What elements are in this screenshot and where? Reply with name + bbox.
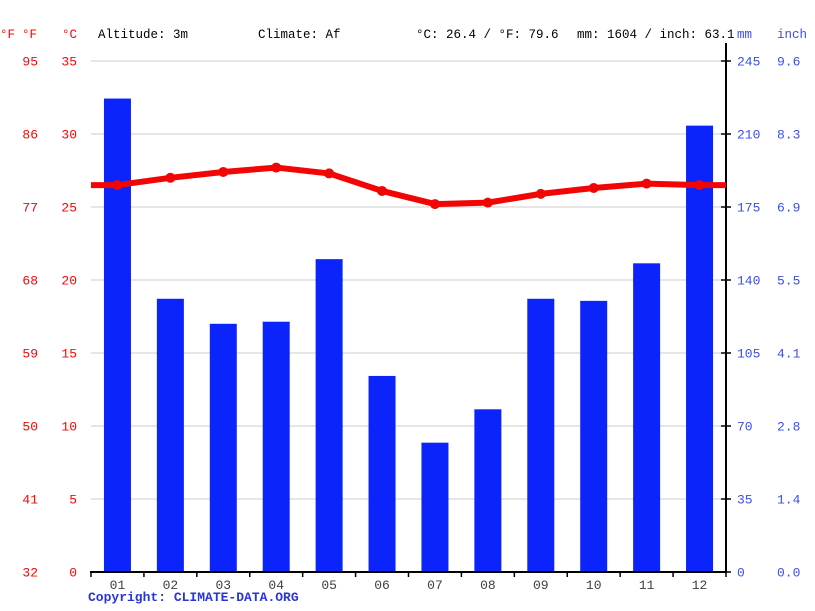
c-axis-label-30: 30 [61, 128, 77, 143]
f-axis-label-32: 32 [22, 566, 38, 581]
c-axis-label-25: 25 [61, 201, 77, 216]
temperature-point-12 [694, 180, 705, 191]
precipitation-bar-07 [421, 442, 449, 572]
mm-axis-label-70: 70 [737, 420, 753, 435]
inch-axis-label-8.3: 8.3 [777, 128, 800, 143]
c-axis-label-0: 0 [69, 566, 77, 581]
month-label-07: 07 [427, 578, 443, 593]
f-axis-label-77: 77 [22, 201, 38, 216]
month-label-08: 08 [480, 578, 496, 593]
unit-label-celsius: °C [62, 28, 78, 42]
month-label-05: 05 [321, 578, 337, 593]
inch-axis-label-0.0: 0.0 [777, 566, 800, 581]
mm-axis-label-0: 0 [737, 566, 745, 581]
precipitation-bar-04 [262, 321, 290, 572]
temperature-point-08 [482, 197, 493, 208]
unit-label-fahrenheit: °F [22, 28, 38, 42]
c-axis-label-5: 5 [69, 493, 77, 508]
precipitation-bar-10 [580, 300, 608, 572]
month-label-10: 10 [586, 578, 602, 593]
month-label-02: 02 [163, 578, 179, 593]
precipitation-bar-09 [527, 298, 555, 572]
precipitation-bar-03 [209, 323, 237, 572]
month-label-01: 01 [110, 578, 126, 593]
temperature-line [91, 164, 726, 208]
mm-axis-label-35: 35 [737, 493, 753, 508]
mm-axis-label-140: 140 [737, 274, 760, 289]
mm-axis-label-105: 105 [737, 347, 760, 362]
mm-axis-label-175: 175 [737, 201, 760, 216]
c-axis-label-20: 20 [61, 274, 77, 289]
temperature-point-03 [218, 166, 229, 177]
mm-axis-label-245: 245 [737, 55, 760, 70]
f-axis-label-95: 95 [22, 55, 38, 70]
precipitation-bar-05 [315, 259, 343, 572]
c-axis-label-35: 35 [61, 55, 77, 70]
inch-axis-label-4.1: 4.1 [777, 347, 801, 362]
altitude-label: Altitude: 3m [98, 28, 189, 42]
c-axis-label-15: 15 [61, 347, 77, 362]
left-axis-unit-fahrenheit: °F [0, 28, 16, 42]
inch-axis-label-6.9: 6.9 [777, 201, 800, 216]
f-axis-label-68: 68 [22, 274, 38, 289]
temperature-point-09 [535, 188, 546, 199]
f-axis-label-86: 86 [22, 128, 38, 143]
precipitation-bar-11 [633, 263, 661, 572]
temperature-point-01 [112, 180, 123, 191]
copyright: Copyright: CLIMATE-DATA.ORG [88, 590, 299, 605]
month-label-06: 06 [374, 578, 390, 593]
temperature-point-04 [271, 162, 282, 173]
temperature-point-07 [429, 199, 440, 210]
month-label-12: 12 [692, 578, 708, 593]
inch-axis-label-5.5: 5.5 [777, 274, 800, 289]
temperature-point-10 [588, 183, 599, 194]
inch-axis-label-9.6: 9.6 [777, 55, 800, 70]
month-label-11: 11 [639, 578, 655, 593]
unit-label-inch: inch [777, 28, 808, 42]
precipitation-bar-12 [686, 125, 714, 573]
month-label-09: 09 [533, 578, 549, 593]
c-axis-label-10: 10 [61, 420, 77, 435]
f-axis-label-50: 50 [22, 420, 38, 435]
month-label-04: 04 [268, 578, 284, 593]
climate-label: Climate: Af [258, 28, 341, 42]
f-axis-label-59: 59 [22, 347, 38, 362]
precipitation-bar-02 [156, 298, 184, 572]
mm-axis-label-210: 210 [737, 128, 760, 143]
temperature-point-06 [377, 185, 388, 196]
inch-axis-label-1.4: 1.4 [777, 493, 801, 508]
copyright-link[interactable]: CLIMATE-DATA.ORG [173, 590, 299, 605]
temperature-summary: °C: 26.4 / °F: 79.6 [416, 28, 559, 42]
temperature-point-02 [165, 172, 176, 183]
inch-axis-label-2.8: 2.8 [777, 420, 800, 435]
precipitation-summary: mm: 1604 / inch: 63.1 [577, 28, 735, 42]
f-axis-label-41: 41 [22, 493, 38, 508]
precipitation-bar-01 [103, 98, 131, 573]
copyright-label: Copyright: [88, 590, 174, 605]
temperature-point-05 [324, 168, 335, 179]
temperature-point-11 [641, 178, 652, 189]
unit-label-mm: mm [737, 28, 753, 42]
precipitation-bar-08 [474, 409, 502, 572]
month-label-03: 03 [215, 578, 231, 593]
precipitation-bar-06 [368, 375, 396, 572]
